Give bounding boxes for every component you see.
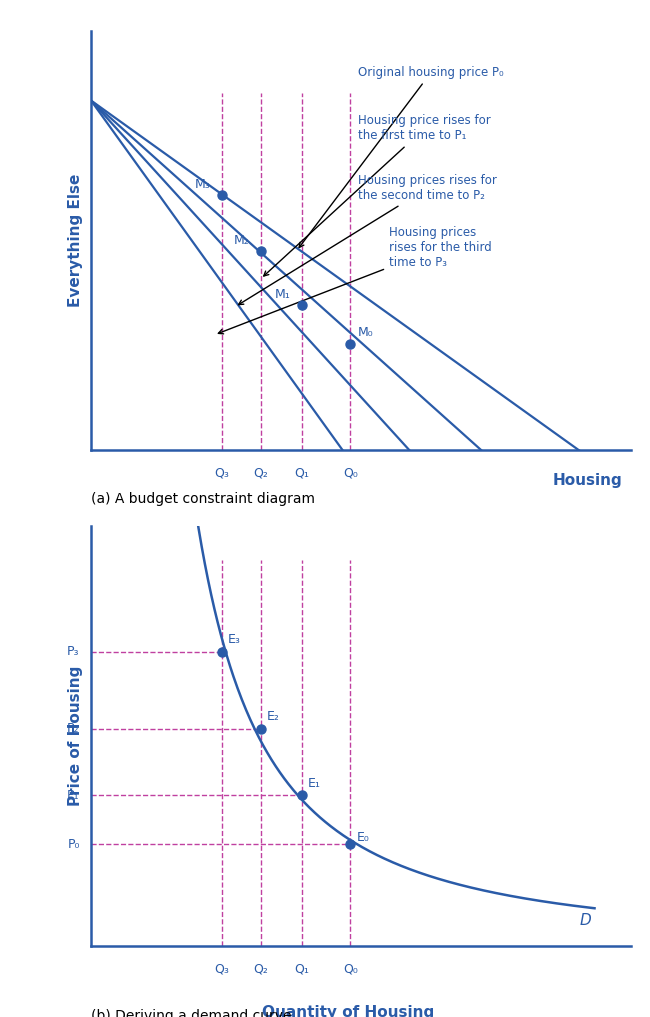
Text: Housing prices
rises for the third
time to P₃: Housing prices rises for the third time … [218, 226, 492, 334]
Text: Housing price rises for
the first time to P₁: Housing price rises for the first time t… [264, 115, 491, 276]
Text: Housing prices rises for
the second time to P₂: Housing prices rises for the second time… [239, 174, 497, 305]
Text: E₂: E₂ [266, 710, 280, 723]
Text: Q₀: Q₀ [343, 466, 358, 479]
Text: P₀: P₀ [68, 838, 80, 851]
Y-axis label: Everything Else: Everything Else [68, 174, 83, 307]
Text: E₁: E₁ [308, 777, 320, 790]
Text: P₂: P₂ [67, 722, 80, 735]
Text: (b) Deriving a demand curve: (b) Deriving a demand curve [91, 1009, 291, 1017]
Text: E₃: E₃ [228, 634, 241, 647]
Text: Q₂: Q₂ [253, 963, 268, 975]
Text: Housing: Housing [553, 473, 623, 488]
Text: Quantity of Housing: Quantity of Housing [262, 1005, 434, 1017]
Text: Q₁: Q₁ [294, 466, 309, 479]
Text: D: D [579, 913, 591, 929]
Text: Q₃: Q₃ [214, 963, 229, 975]
Text: P₃: P₃ [67, 646, 80, 658]
Text: P₁: P₁ [67, 789, 80, 801]
Text: M₁: M₁ [274, 288, 291, 301]
Y-axis label: Price of Housing: Price of Housing [68, 666, 83, 806]
Text: (a) A budget constraint diagram: (a) A budget constraint diagram [91, 492, 315, 506]
Text: M₀: M₀ [358, 326, 374, 340]
Text: Original housing price P₀: Original housing price P₀ [299, 66, 504, 247]
Text: Q₀: Q₀ [343, 963, 358, 975]
Text: Q₁: Q₁ [294, 963, 309, 975]
Text: E₀: E₀ [357, 831, 369, 844]
Text: M₂: M₂ [233, 234, 249, 247]
Text: M₃: M₃ [195, 178, 211, 191]
Text: Q₂: Q₂ [253, 466, 268, 479]
Text: Q₃: Q₃ [214, 466, 229, 479]
